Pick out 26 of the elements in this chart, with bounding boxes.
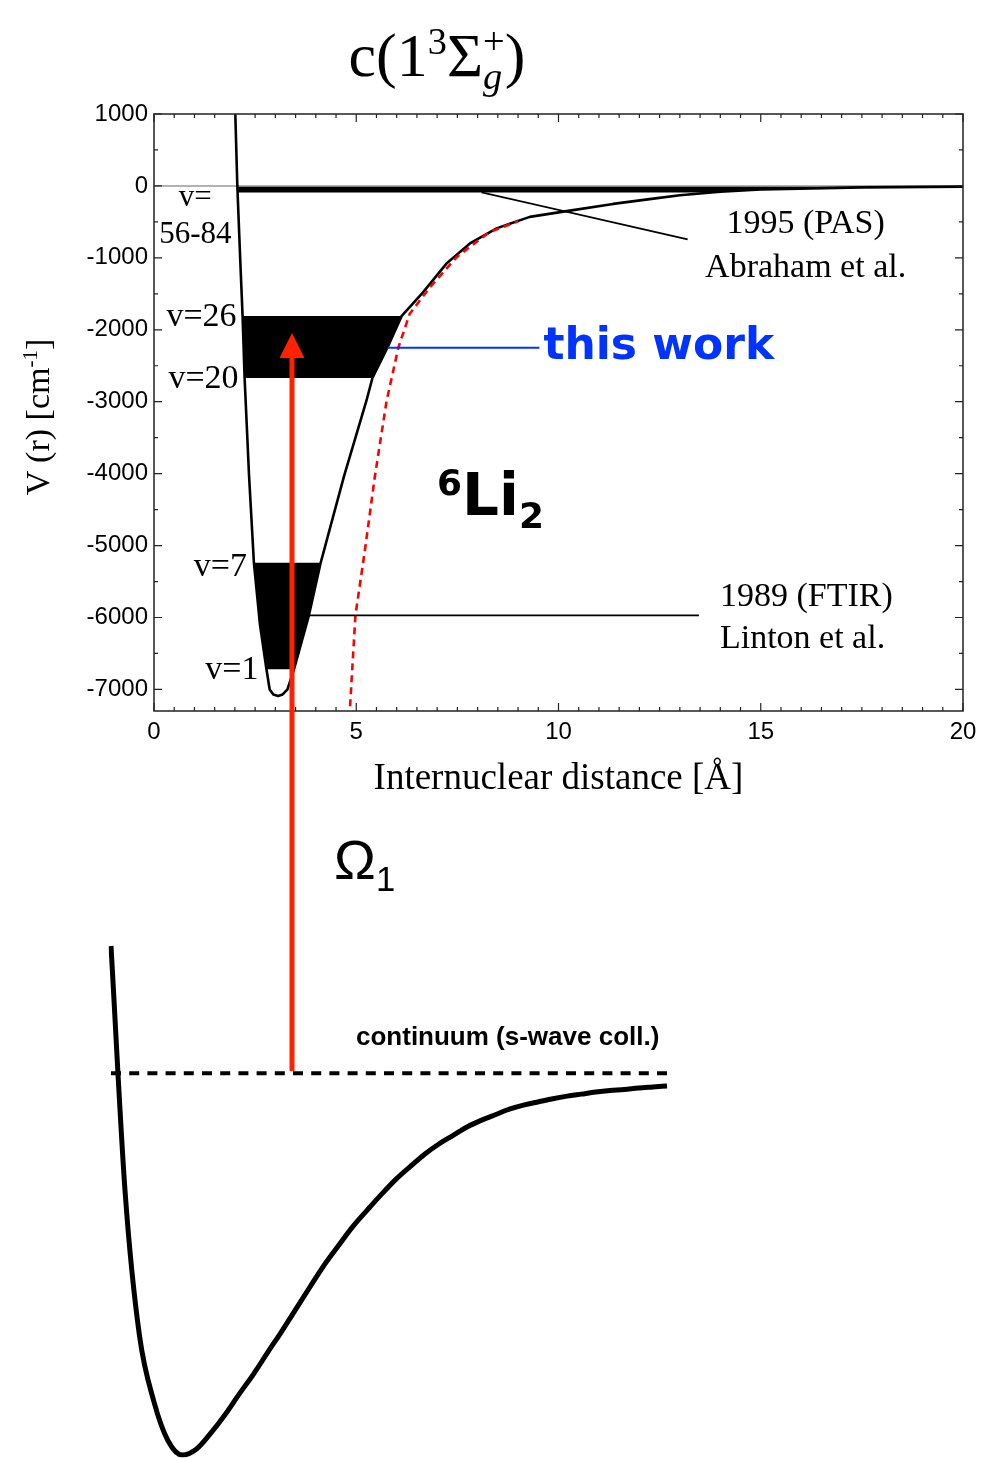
x-axis-title: Internuclear distance [Å] [373,755,744,797]
x-tick-label: 15 [747,717,775,745]
y-tick-label: -2000 [86,314,148,342]
annotation: v=26 [166,296,237,334]
annotation: v=20 [168,357,239,395]
x-tick-label: 20 [949,717,977,745]
y-tick-label: -4000 [86,458,148,486]
annotation: v=7 [193,545,247,583]
annotation: v=1 [205,649,259,687]
annotation: 1995 (PAS) Abraham et al. [705,203,907,285]
y-tick-label: 0 [134,170,148,198]
annotation: v= 56-84 [159,177,232,250]
annotation: this work [543,318,776,370]
y-tick-label: -3000 [86,386,148,414]
annotation: $^{6}$Li$_{2}$ [437,461,544,536]
y-tick-label: -1000 [86,242,148,270]
annotation: 1989 (FTIR) Linton et al. [719,576,893,656]
y-tick-label: -6000 [86,602,148,630]
y-tick-label: 1000 [94,98,148,126]
y-tick-label: -5000 [86,530,148,558]
chart-title: c(1$^{3}$Σ$_{g}$$^{+}$) [347,20,527,98]
x-tick-label: 10 [545,717,572,745]
text: Ω$_{1}$ [334,828,396,899]
ref-line-label: continuum (s-wave coll.) [356,1021,660,1052]
y-tick-label: -7000 [86,674,148,702]
x-tick-label: 5 [349,717,363,745]
